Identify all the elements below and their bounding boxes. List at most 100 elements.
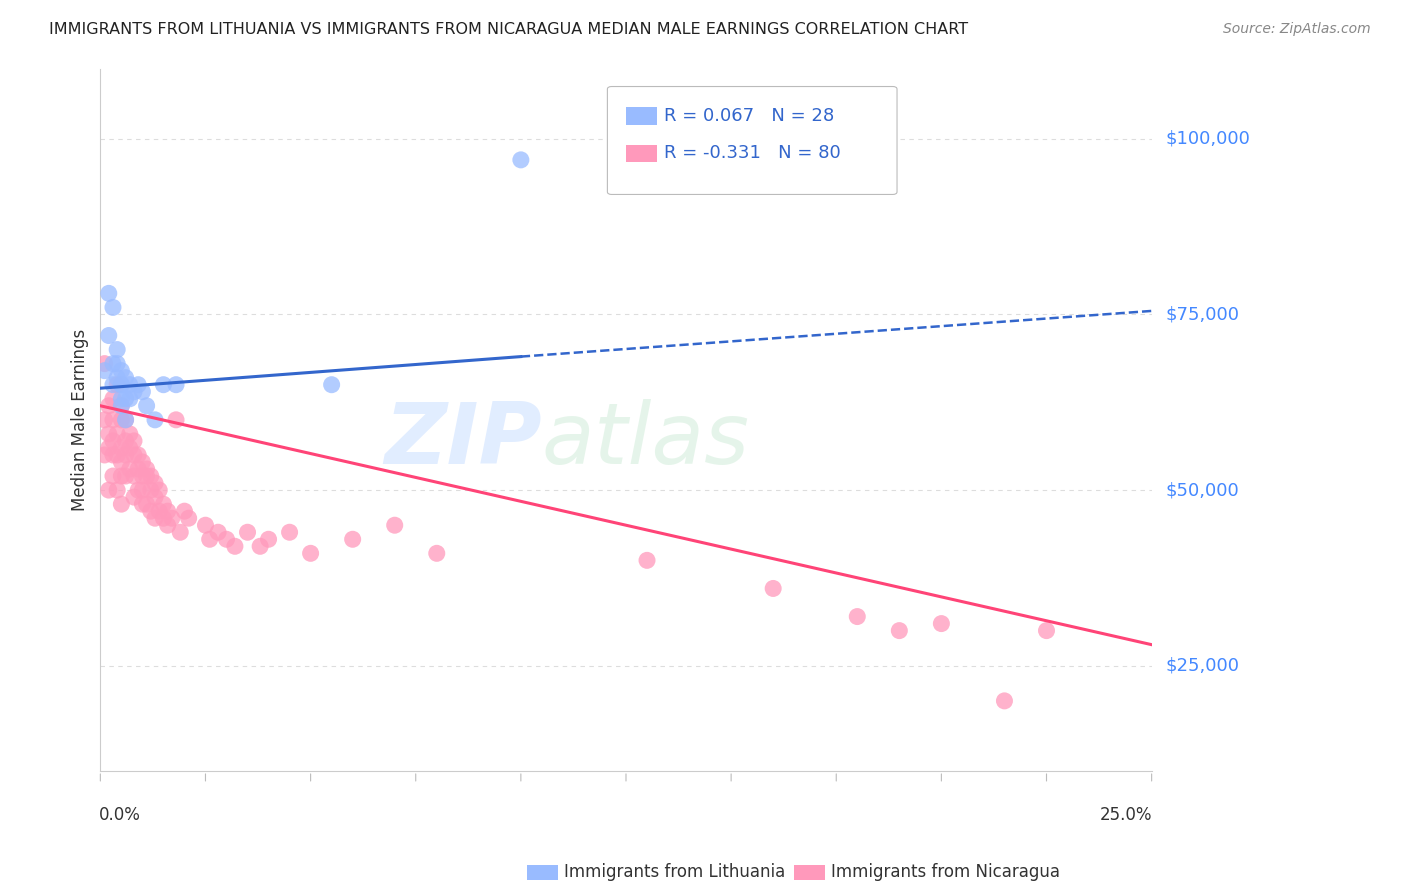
Text: $25,000: $25,000	[1166, 657, 1240, 674]
Point	[169, 525, 191, 540]
Point	[105, 448, 128, 462]
Point	[101, 448, 124, 462]
Point	[105, 426, 128, 441]
Point	[139, 483, 162, 497]
Text: IMMIGRANTS FROM LITHUANIA VS IMMIGRANTS FROM NICARAGUA MEDIAN MALE EARNINGS CORR: IMMIGRANTS FROM LITHUANIA VS IMMIGRANTS …	[49, 22, 969, 37]
Point	[101, 377, 124, 392]
Point	[846, 609, 869, 624]
Point	[131, 455, 153, 469]
Point	[114, 448, 136, 462]
Point	[165, 377, 187, 392]
Point	[93, 364, 115, 378]
Point	[110, 364, 132, 378]
Point	[143, 413, 166, 427]
Point	[118, 377, 141, 392]
Point	[152, 497, 174, 511]
Point	[114, 370, 136, 384]
Point	[93, 357, 115, 371]
Point	[101, 469, 124, 483]
Point	[426, 546, 449, 560]
Y-axis label: Median Male Earnings: Median Male Earnings	[72, 329, 89, 511]
Point	[97, 286, 120, 301]
Point	[101, 413, 124, 427]
Point	[97, 483, 120, 497]
Point	[131, 469, 153, 483]
Point	[194, 518, 217, 533]
Point	[509, 153, 531, 167]
Point	[122, 490, 145, 504]
Point	[299, 546, 322, 560]
Point	[148, 504, 170, 518]
Point	[127, 377, 149, 392]
Point	[127, 448, 149, 462]
Point	[993, 694, 1015, 708]
Point	[135, 469, 157, 483]
Point	[278, 525, 301, 540]
Text: R = 0.067   N = 28: R = 0.067 N = 28	[664, 107, 834, 125]
Point	[97, 426, 120, 441]
Point	[156, 504, 179, 518]
Text: 25.0%: 25.0%	[1099, 806, 1153, 824]
Point	[122, 448, 145, 462]
Point	[93, 413, 115, 427]
Point	[342, 533, 364, 547]
Point	[97, 328, 120, 343]
Point	[122, 469, 145, 483]
Point	[207, 525, 229, 540]
Point	[160, 511, 183, 525]
Point	[165, 413, 187, 427]
Point	[114, 469, 136, 483]
Point	[384, 518, 406, 533]
Point	[257, 533, 280, 547]
Point	[110, 497, 132, 511]
Point	[127, 483, 149, 497]
Point	[118, 441, 141, 455]
Point	[762, 582, 785, 596]
Point	[101, 434, 124, 448]
Point	[143, 490, 166, 504]
Point	[236, 525, 259, 540]
Point	[110, 413, 132, 427]
Point	[135, 399, 157, 413]
Point	[135, 497, 157, 511]
Point	[97, 399, 120, 413]
Point	[110, 377, 132, 392]
Point	[101, 301, 124, 315]
Point	[127, 462, 149, 476]
Point	[105, 483, 128, 497]
Text: atlas: atlas	[541, 400, 749, 483]
Point	[101, 392, 124, 406]
Point	[114, 434, 136, 448]
Point	[215, 533, 238, 547]
Point	[1035, 624, 1057, 638]
Point	[177, 511, 200, 525]
Text: ZIP: ZIP	[384, 400, 541, 483]
Point	[152, 511, 174, 525]
Text: Immigrants from Lithuania: Immigrants from Lithuania	[564, 863, 785, 881]
Point	[93, 448, 115, 462]
Text: $100,000: $100,000	[1166, 129, 1250, 148]
Text: Immigrants from Nicaragua: Immigrants from Nicaragua	[831, 863, 1060, 881]
Point	[110, 392, 132, 406]
Point	[105, 377, 128, 392]
Point	[105, 357, 128, 371]
Point	[101, 357, 124, 371]
Point	[143, 511, 166, 525]
Point	[110, 399, 132, 413]
Point	[122, 434, 145, 448]
Point	[143, 476, 166, 491]
Point	[173, 504, 195, 518]
Text: R = -0.331   N = 80: R = -0.331 N = 80	[664, 145, 841, 162]
Point	[321, 377, 343, 392]
Text: Source: ZipAtlas.com: Source: ZipAtlas.com	[1223, 22, 1371, 37]
Point	[110, 377, 132, 392]
Point	[148, 483, 170, 497]
Point	[889, 624, 911, 638]
Point	[224, 539, 246, 553]
Point	[118, 462, 141, 476]
Point	[105, 343, 128, 357]
Point	[122, 384, 145, 399]
Text: 0.0%: 0.0%	[100, 806, 141, 824]
Point	[105, 370, 128, 384]
Point	[114, 392, 136, 406]
